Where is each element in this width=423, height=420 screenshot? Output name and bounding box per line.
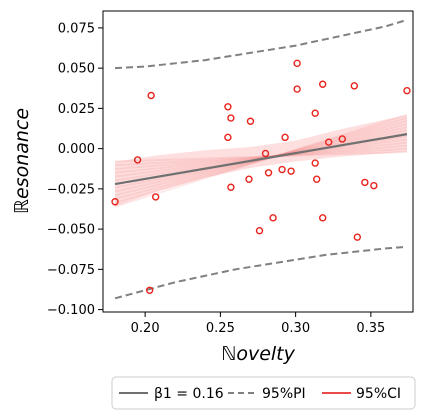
y-tick-label: 0.000	[58, 142, 95, 157]
data-point	[224, 103, 232, 111]
data-point	[287, 167, 295, 175]
data-point	[151, 193, 160, 201]
legend: β1 = 0.16 95%PI 95%CI	[111, 376, 416, 410]
data-point	[361, 178, 369, 187]
data-point	[278, 165, 286, 174]
y-tick-label: −0.100	[47, 303, 95, 318]
data-point	[264, 169, 273, 177]
data-point	[311, 109, 319, 117]
data-point	[293, 59, 301, 68]
pi-layer	[114, 18, 408, 300]
ci-sample-line	[114, 141, 408, 174]
fit-layer	[114, 133, 408, 186]
data-point	[353, 233, 362, 241]
y-axis: −0.100 −0.075 −0.050 −0.025 0.000 0.025 0.050 0…	[47, 21, 103, 318]
y-tick-label: 0.050	[58, 62, 95, 77]
ci-sample-line	[114, 116, 408, 204]
x-tick-label: 0.30	[281, 321, 310, 336]
data-point	[133, 156, 142, 164]
x-tick-label: 0.35	[356, 321, 385, 336]
data-point	[227, 183, 235, 191]
data-point	[261, 149, 270, 158]
data-point	[255, 227, 264, 235]
legend-ci-label: 95%CI	[356, 386, 401, 402]
data-point	[403, 86, 411, 95]
y-tick-label: 0.075	[58, 21, 95, 36]
ci-sample-line	[114, 144, 408, 171]
ci-sample-line	[115, 150, 408, 163]
ci-band-layer	[114, 113, 408, 208]
y-tick-label: 0.025	[58, 102, 95, 117]
data-point	[311, 159, 319, 167]
ci-sample-line	[114, 147, 408, 167]
pi-lower-line	[114, 245, 408, 300]
data-point	[227, 114, 235, 122]
data-point	[319, 214, 327, 222]
data-point	[319, 80, 327, 88]
data-point	[145, 286, 154, 294]
data-point	[147, 91, 155, 100]
data-point	[370, 181, 378, 190]
data-point	[293, 85, 301, 93]
data-point	[312, 175, 321, 183]
plot-frame	[102, 10, 414, 313]
data-point	[338, 135, 346, 143]
ci-band	[115, 114, 407, 207]
legend-fit-label: β1 = 0.16	[154, 386, 224, 402]
x-tick-label: 0.20	[131, 321, 160, 336]
y-tick-label: −0.050	[47, 223, 95, 238]
points-layer	[111, 59, 411, 294]
data-point	[111, 198, 119, 206]
data-point	[325, 138, 333, 146]
legend-box	[111, 376, 416, 410]
data-point	[350, 82, 359, 90]
x-axis: 0.20 0.25 0.30 0.35	[131, 312, 385, 336]
y-tick-label: −0.025	[47, 182, 95, 197]
fit-line	[114, 133, 408, 186]
data-point	[224, 133, 232, 142]
data-point	[281, 133, 289, 142]
legend-pi-label: 95%PI	[262, 386, 306, 402]
x-axis-label: ℕovelty	[221, 343, 296, 365]
ci-sample-line	[114, 113, 408, 208]
y-tick-label: −0.075	[47, 263, 95, 278]
x-tick-label: 0.25	[206, 321, 235, 336]
data-point	[269, 214, 277, 222]
data-point	[246, 117, 255, 125]
data-point	[245, 175, 253, 183]
pi-upper-line	[114, 18, 408, 70]
y-axis-label: ℝesonance	[11, 108, 33, 214]
